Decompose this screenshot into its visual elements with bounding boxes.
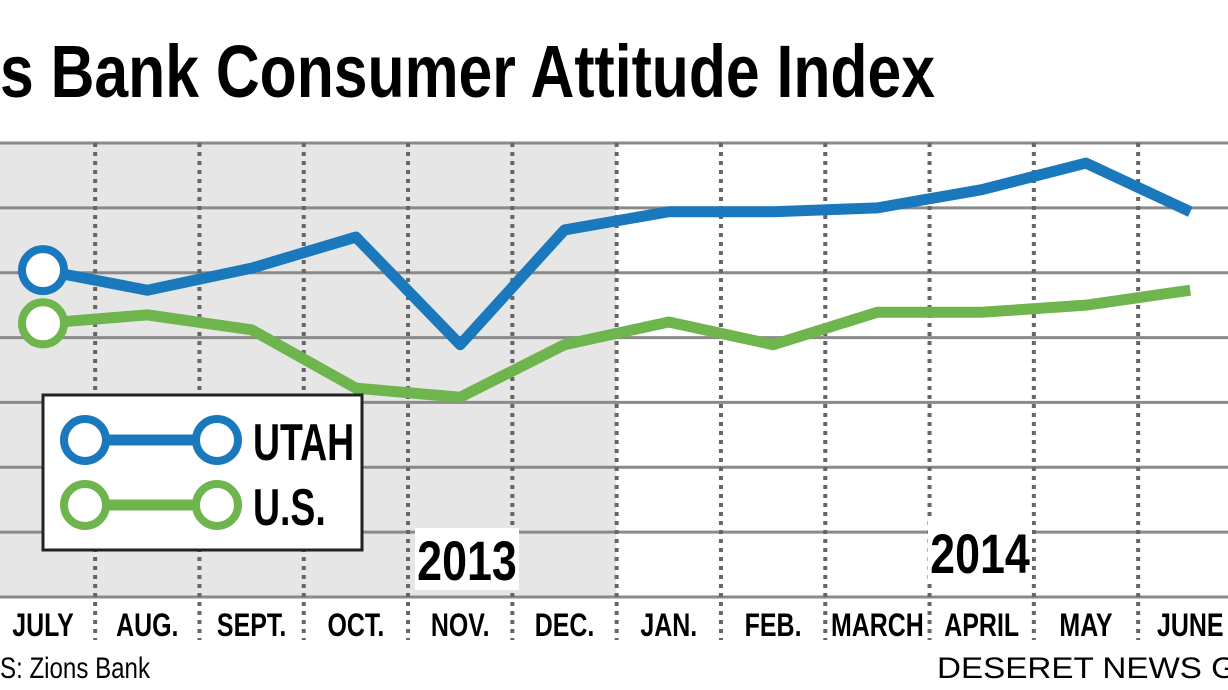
start-marker bbox=[18, 298, 68, 349]
x-tick-label: JULY bbox=[12, 608, 73, 644]
x-tick-label: OCT. bbox=[327, 608, 384, 644]
year-label-bg bbox=[415, 528, 519, 590]
legend-marker bbox=[60, 480, 110, 530]
x-tick-label: AUG. bbox=[116, 608, 178, 644]
credit: DESERET NEWS G bbox=[937, 652, 1228, 685]
legend-marker bbox=[192, 415, 242, 465]
series-line bbox=[42, 284, 1192, 403]
x-tick-label: JAN. bbox=[640, 608, 697, 644]
legend-label: U.S. bbox=[253, 478, 326, 537]
legend-label: UTAH bbox=[253, 413, 354, 472]
year-label-bg bbox=[928, 521, 1032, 583]
series-line bbox=[41, 157, 1193, 351]
x-tick-label: SEPT. bbox=[217, 608, 286, 644]
x-tick-label: MAY bbox=[1059, 608, 1112, 644]
legend-marker bbox=[60, 415, 110, 465]
x-tick-label: FEB. bbox=[745, 608, 802, 644]
x-tick-label: APRIL bbox=[944, 608, 1019, 644]
source: S: Zions Bank bbox=[0, 652, 151, 685]
year-label: 2014 bbox=[930, 522, 1030, 585]
start-marker bbox=[18, 245, 68, 296]
x-tick-label: DEC. bbox=[535, 608, 595, 644]
x-tick-label: JUNE bbox=[1157, 608, 1224, 644]
year-label: 2013 bbox=[417, 529, 517, 592]
legend-marker bbox=[192, 480, 242, 530]
x-tick-label: NOV. bbox=[431, 608, 490, 644]
chart-title: s Bank Consumer Attitude Index bbox=[0, 30, 935, 113]
x-tick-label: MARCH bbox=[831, 608, 924, 644]
